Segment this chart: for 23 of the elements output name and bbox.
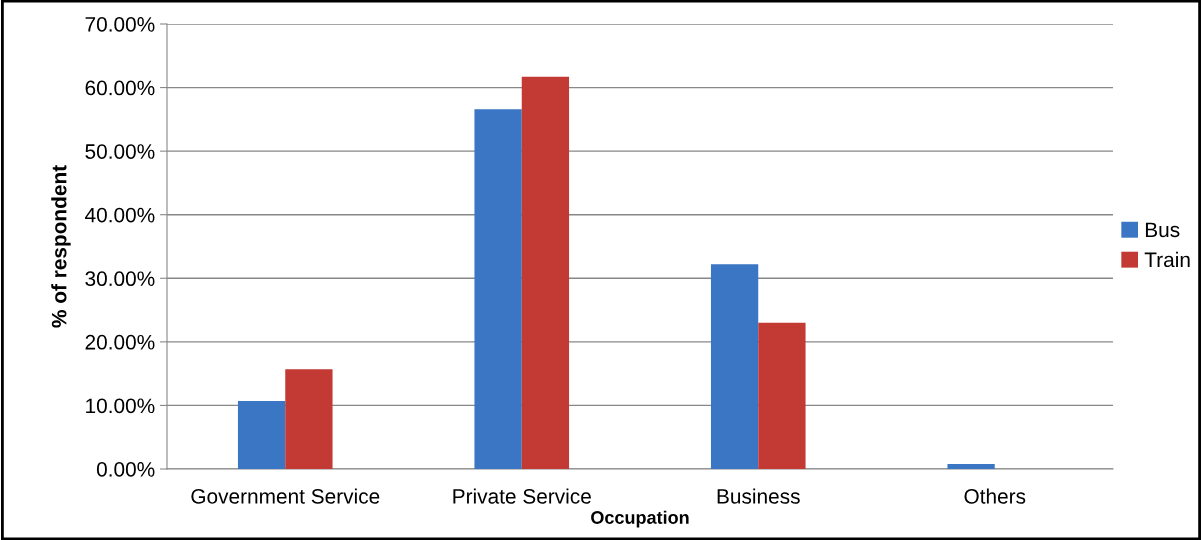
bar xyxy=(710,264,759,469)
legend-label: Train xyxy=(1144,251,1190,268)
x-tick-label: Business xyxy=(717,488,800,504)
y-tick-label: 40.00% xyxy=(85,207,155,223)
bar xyxy=(758,322,806,469)
y-tick-label: 60.00% xyxy=(85,80,155,96)
x-axis-title: Occupation xyxy=(591,510,689,528)
y-tick-label: 70.00% xyxy=(85,17,155,32)
x-tick-label: Others xyxy=(964,488,1026,504)
y-tick-label: 30.00% xyxy=(85,271,155,287)
legend-label: Bus xyxy=(1145,222,1180,238)
x-tick-label: Private Service xyxy=(453,488,591,504)
bar xyxy=(285,369,333,469)
bar xyxy=(521,76,570,469)
x-tick-label: Government Service xyxy=(191,488,380,504)
bar xyxy=(474,109,522,469)
y-tick-label: 20.00% xyxy=(85,334,155,350)
bar xyxy=(947,463,995,469)
y-tick-label: 50.00% xyxy=(85,144,155,159)
y-axis-title: % of respondent xyxy=(51,165,71,328)
y-tick-label: 10.00% xyxy=(86,398,155,414)
y-tick-label: 0.00% xyxy=(96,462,155,477)
bar xyxy=(237,400,286,469)
